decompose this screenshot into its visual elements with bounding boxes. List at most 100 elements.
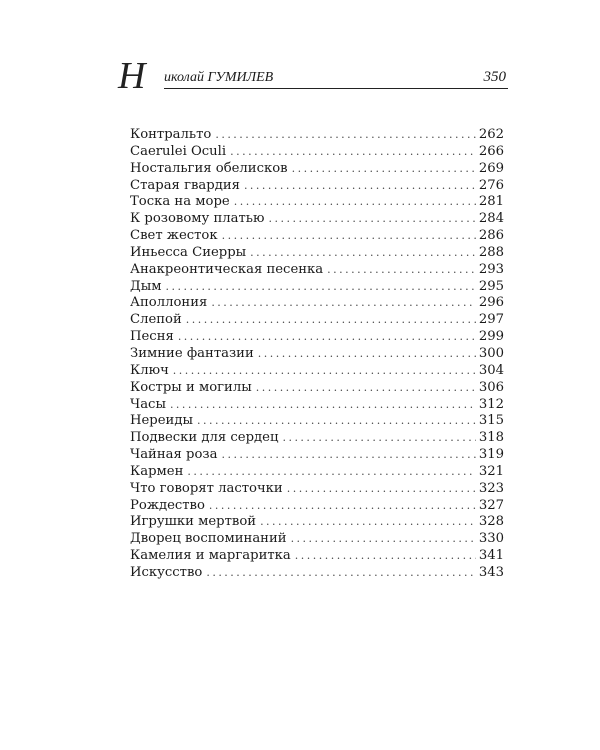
table-of-contents: Контральто 262 Caerulei Oculi 266 Ностальгия… [130, 127, 504, 582]
toc-entry-page: 304 [478, 362, 504, 378]
toc-entry-title: Зимние фантазии [130, 345, 254, 361]
toc-entry: Анакреонтическая песенка 293 [130, 262, 504, 279]
toc-entry-page: 306 [478, 379, 504, 395]
toc-entry-title: Тоска на море [130, 194, 230, 210]
toc-entry: Подвески для сердец 318 [130, 430, 504, 447]
toc-entry-page: 299 [478, 329, 504, 345]
dot-leader [211, 295, 476, 312]
toc-entry-title: Песня [130, 329, 174, 345]
toc-entry: Дворец воспоминаний 330 [130, 531, 504, 548]
toc-entry-title: К розовому платью [130, 211, 265, 227]
dot-leader [244, 178, 476, 195]
dot-leader [258, 346, 476, 363]
toc-entry-title: Нереиды [130, 413, 193, 429]
toc-entry-page: 318 [478, 430, 504, 446]
toc-entry: Игрушки мертвой 328 [130, 514, 504, 531]
toc-entry: Песня 299 [130, 329, 504, 346]
page-number: 350 [483, 69, 507, 85]
toc-entry: Аполлония 296 [130, 295, 504, 312]
toc-entry-title: Ключ [130, 362, 169, 378]
toc-entry: Костры и могилы 306 [130, 380, 504, 397]
toc-entry: Дым 295 [130, 279, 504, 296]
dot-leader [291, 531, 476, 548]
toc-entry-page: 341 [478, 548, 504, 564]
toc-entry-page: 286 [478, 228, 504, 244]
dot-leader [287, 481, 476, 498]
toc-entry-title: Свет жесток [130, 228, 218, 244]
toc-entry-page: 266 [478, 143, 504, 159]
toc-entry-title: Анакреонтическая песенка [130, 261, 324, 277]
dot-leader [170, 397, 476, 414]
toc-entry-title: Кармен [130, 463, 184, 479]
dot-leader [327, 262, 476, 279]
toc-entry-page: 343 [478, 564, 504, 580]
page-header: Н иколай ГУМИЛЕВ 350 [118, 56, 508, 98]
dot-leader [268, 211, 475, 228]
toc-entry-title: Caerulei Oculi [130, 143, 227, 159]
toc-entry: Часы 312 [130, 397, 504, 414]
toc-entry-title: Часы [130, 396, 166, 412]
toc-entry-page: 321 [478, 463, 504, 479]
toc-entry-title: Подвески для сердец [130, 430, 279, 446]
toc-entry: Камелия и маргаритка 341 [130, 548, 504, 565]
toc-entry: Слепой 297 [130, 312, 504, 329]
toc-entry: Зимние фантазии 300 [130, 346, 504, 363]
toc-entry-page: 262 [478, 127, 504, 142]
toc-entry-page: 330 [478, 531, 504, 547]
toc-entry: Чайная роза 319 [130, 447, 504, 464]
toc-entry-title: Камелия и маргаритка [130, 548, 291, 564]
dot-leader [282, 430, 475, 447]
dot-leader [260, 514, 476, 531]
toc-entry-page: 312 [478, 396, 504, 412]
toc-entry-page: 319 [478, 447, 504, 463]
toc-entry: Caerulei Oculi 266 [130, 144, 504, 161]
dot-leader [221, 447, 475, 464]
toc-entry-page: 293 [478, 261, 504, 277]
dot-leader [295, 548, 476, 565]
dot-leader [234, 194, 476, 211]
toc-entry: Ностальгия обелисков 269 [130, 161, 504, 178]
toc-entry-page: 296 [478, 295, 504, 311]
toc-entry-page: 300 [478, 345, 504, 361]
toc-entry-page: 288 [478, 244, 504, 260]
toc-entry-title: Игрушки мертвой [130, 514, 257, 530]
toc-entry-title: Иньесса Сиерры [130, 244, 247, 260]
toc-entry: Тоска на море 281 [130, 194, 504, 211]
toc-entry-page: 276 [478, 177, 504, 193]
toc-entry: Нереиды 315 [130, 413, 504, 430]
toc-entry-page: 297 [478, 312, 504, 328]
toc-entry-page: 315 [478, 413, 504, 429]
toc-entry: Кармен 321 [130, 464, 504, 481]
toc-entry-title: Костры и могилы [130, 379, 252, 395]
dot-leader [222, 228, 476, 245]
dot-leader [230, 144, 476, 161]
dot-leader [173, 363, 476, 380]
toc-entry: Что говорят ласточки 323 [130, 481, 504, 498]
dot-leader [292, 161, 476, 178]
dot-leader [165, 279, 475, 296]
toc-entry: Старая гвардия 276 [130, 178, 504, 195]
dot-leader [209, 498, 476, 515]
toc-entry-page: 284 [478, 211, 504, 227]
dot-leader [215, 127, 476, 144]
toc-entry-title: Ностальгия обелисков [130, 160, 288, 176]
header-rule [164, 88, 508, 89]
toc-entry-page: 281 [478, 194, 504, 210]
dot-leader [186, 312, 476, 329]
toc-entry-title: Слепой [130, 312, 182, 328]
toc-entry: Контральто 262 [130, 127, 504, 144]
toc-entry: Свет жесток 286 [130, 228, 504, 245]
dot-leader [178, 329, 476, 346]
toc-entry-page: 295 [478, 278, 504, 294]
toc-entry: Ключ 304 [130, 363, 504, 380]
dot-leader [250, 245, 476, 262]
dot-leader [197, 413, 476, 430]
toc-entry-page: 328 [478, 514, 504, 530]
running-head: иколай ГУМИЛЕВ [164, 70, 274, 85]
toc-entry-title: Искусство [130, 564, 203, 580]
toc-entry: Рождество 327 [130, 498, 504, 515]
toc-entry-title: Контральто [130, 127, 212, 142]
toc-entry: Искусство 343 [130, 565, 504, 582]
dot-leader [187, 464, 475, 481]
toc-entry-page: 269 [478, 160, 504, 176]
